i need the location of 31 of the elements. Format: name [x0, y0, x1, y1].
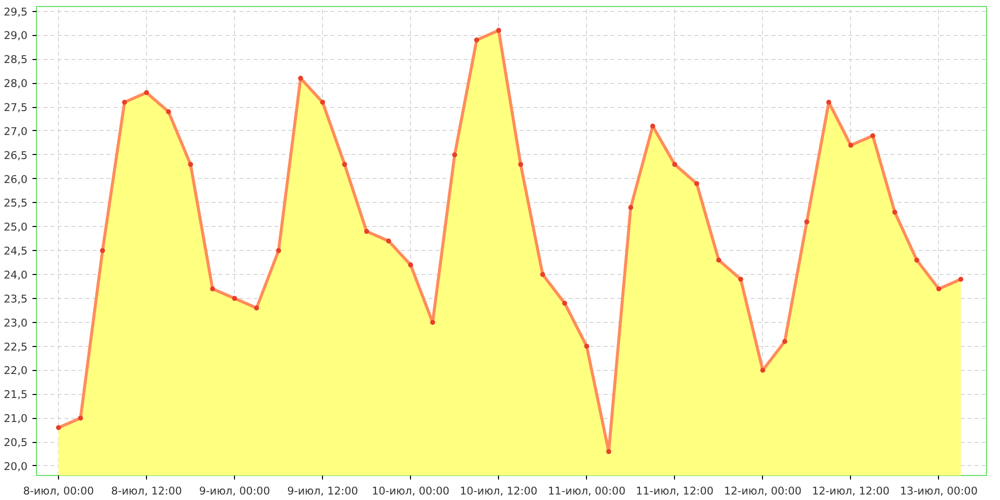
x-tick-label: 10-июл, 00:00: [372, 484, 450, 498]
y-tick-label: 23,0: [4, 316, 28, 330]
x-tick-label: 10-июл, 12:00: [460, 484, 538, 498]
y-tick-label: 29,5: [4, 5, 28, 18]
x-tick-label: 8-июл, 12:00: [111, 484, 182, 498]
y-tick-label: 22,5: [4, 340, 28, 354]
y-tick-label: 20,0: [4, 460, 28, 473]
y-tick-label: 21,0: [4, 412, 28, 426]
x-tick-label: 9-июл, 12:00: [287, 484, 358, 498]
x-tick-label: 8-июл, 00:00: [23, 484, 94, 498]
y-tick-label: 26,5: [4, 148, 28, 162]
y-tick-label: 20,5: [4, 436, 28, 449]
y-tick-label: 21,5: [4, 388, 28, 402]
y-tick-label: 24,5: [4, 244, 28, 258]
y-tick-label: 24,0: [4, 268, 28, 282]
y-tick-label: 23,5: [4, 292, 28, 306]
y-tick-label: 25,0: [4, 220, 28, 234]
x-tick-label: 9-июл, 00:00: [199, 484, 270, 498]
y-tick-label: 25,5: [4, 196, 28, 210]
x-tick-label: 11-июл, 00:00: [548, 484, 626, 498]
x-tick-label: 12-июл, 12:00: [812, 484, 890, 498]
x-tick-label: 11-июл, 12:00: [636, 484, 714, 498]
y-tick-label: 27,0: [4, 124, 28, 138]
x-tick-label: 13-июл, 00:00: [900, 484, 978, 498]
x-tick-label: 12-июл, 00:00: [724, 484, 802, 498]
y-tick-label: 26,0: [4, 172, 28, 186]
y-tick-label: 22,0: [4, 364, 28, 378]
y-tick-label: 28,0: [4, 77, 28, 90]
y-tick-label: 28,5: [4, 53, 28, 66]
y-tick-label: 27,5: [4, 101, 28, 114]
y-tick-label: 29,0: [4, 29, 28, 42]
